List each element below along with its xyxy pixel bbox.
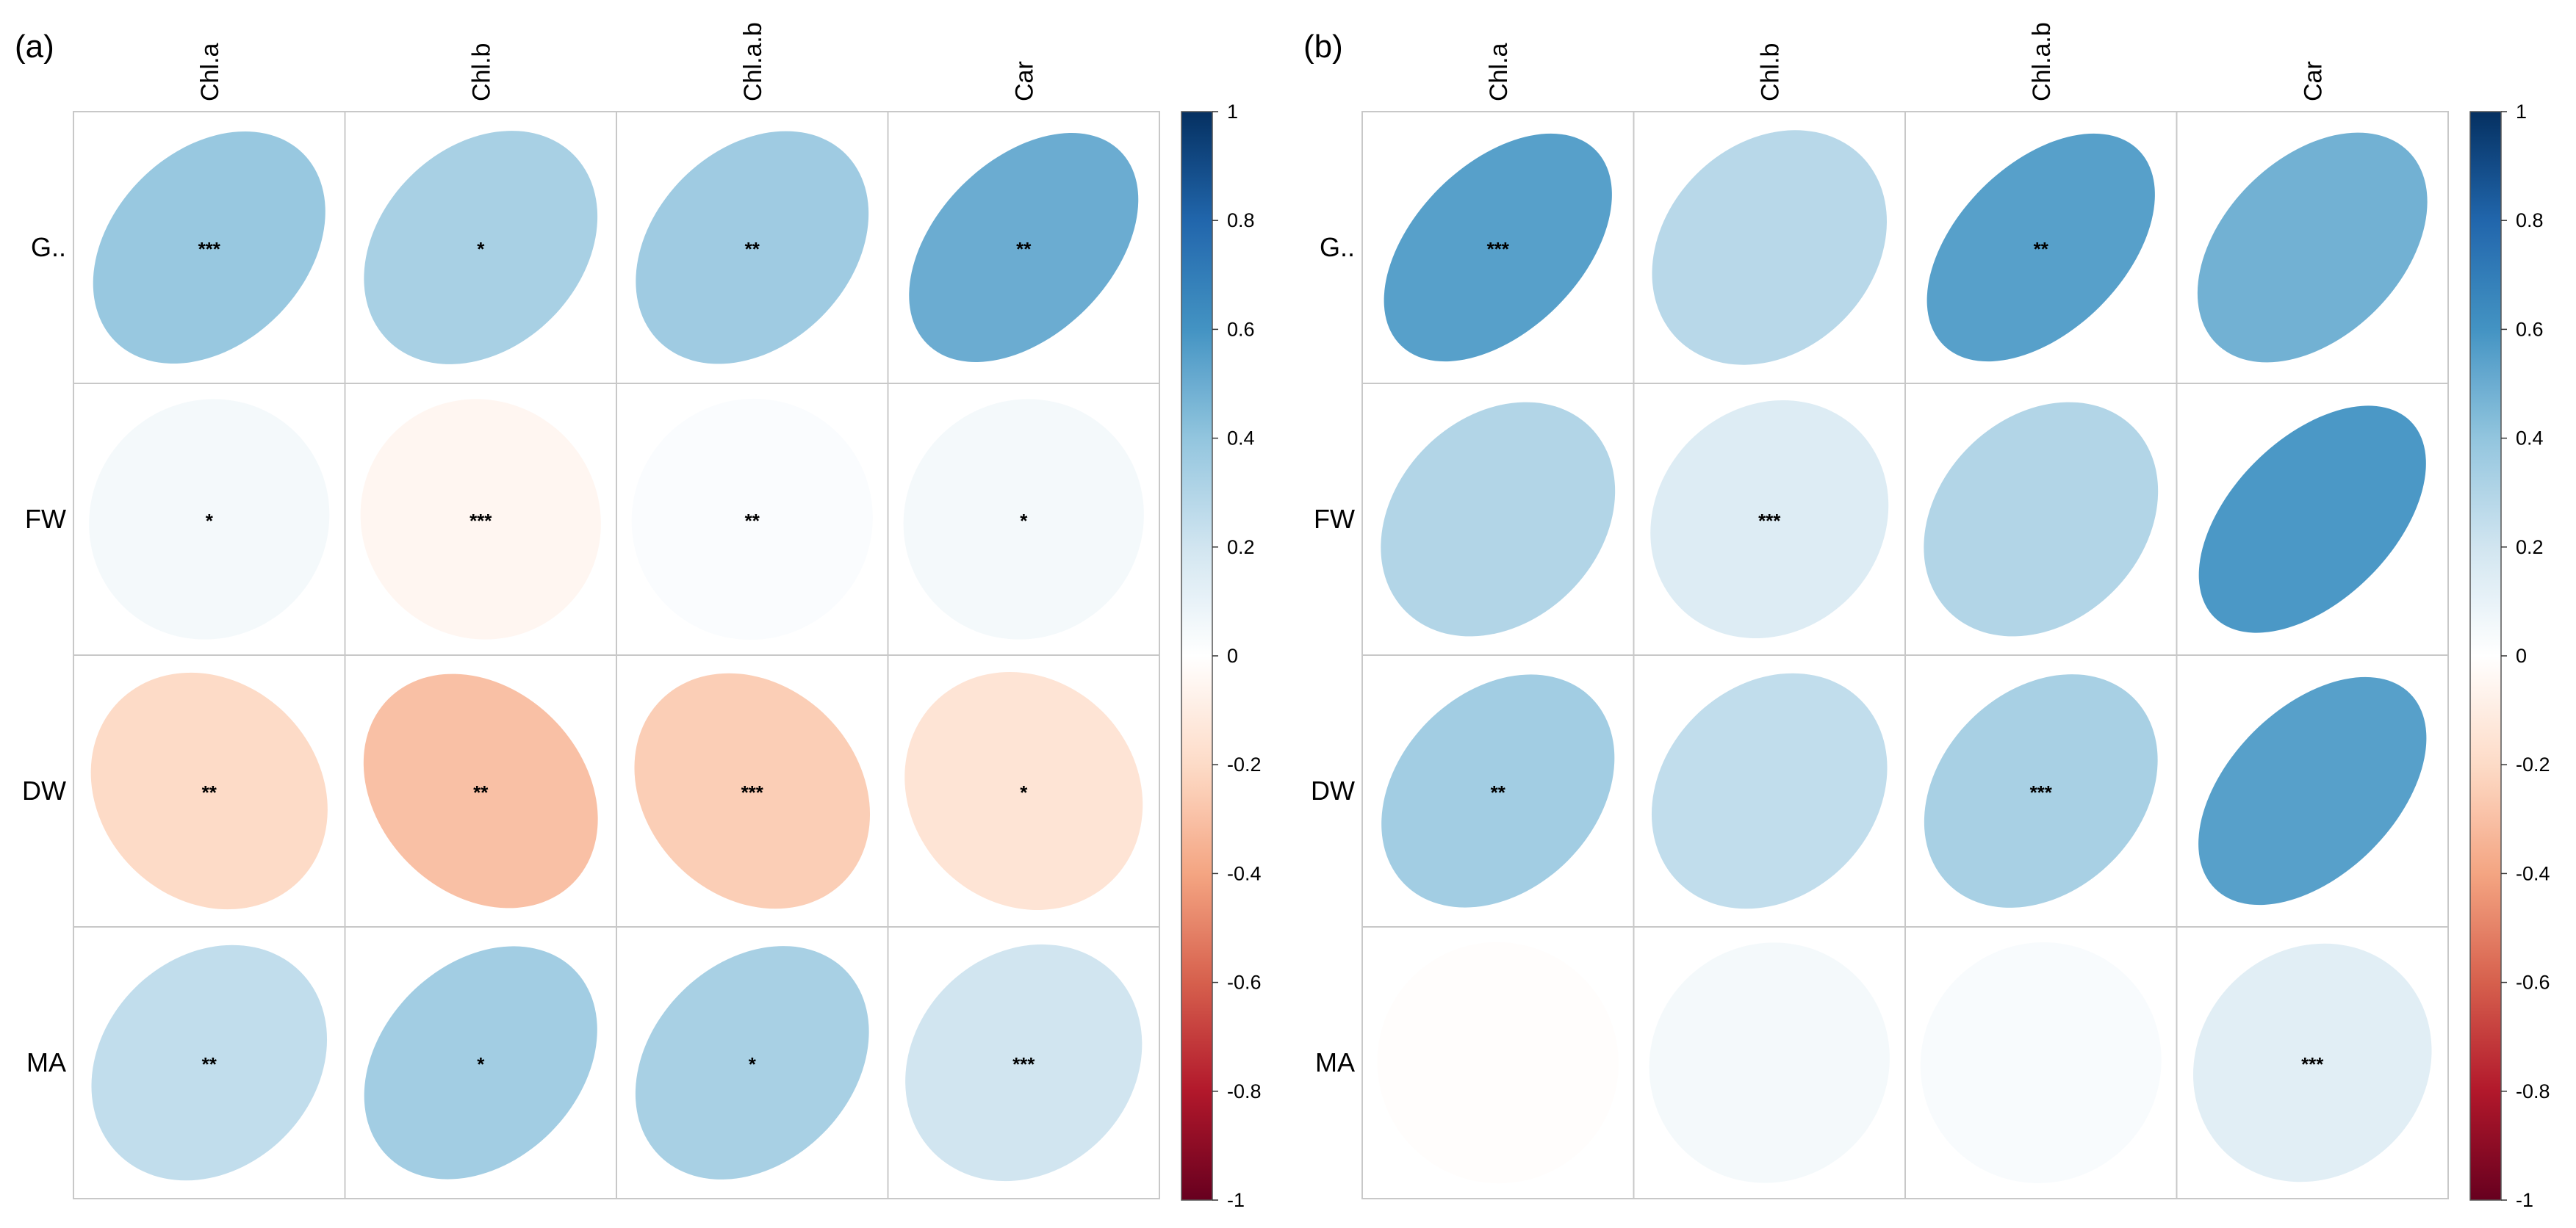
colorbar-tick-label: -0.6 <box>1227 972 1262 994</box>
significance-marker: ** <box>1491 781 1506 803</box>
correlation-ellipse <box>635 946 869 1180</box>
column-label: Chl.a <box>196 43 224 101</box>
colorbar-tick-label: 0 <box>2516 645 2527 667</box>
colorbar-tick-label: -1 <box>1227 1189 1245 1211</box>
colorbar-tick-label: -0.8 <box>2516 1080 2550 1102</box>
row-label: G.. <box>31 232 66 262</box>
correlation-ellipse <box>1924 674 2158 908</box>
correlation-ellipse <box>1649 942 1890 1183</box>
significance-marker: ** <box>745 510 760 532</box>
colorbar <box>2469 111 2502 1201</box>
significance-marker: ** <box>473 781 489 803</box>
panel-label: (a) <box>15 29 54 65</box>
correlation-ellipse <box>631 398 873 640</box>
row-label: MA <box>26 1047 66 1077</box>
significance-marker: * <box>477 238 485 260</box>
correlation-ellipse <box>1650 400 1889 638</box>
significance-marker: *** <box>469 510 492 532</box>
colorbar-tick-label: -0.2 <box>2516 754 2550 776</box>
correlation-ellipse <box>360 399 601 640</box>
significance-marker: * <box>1020 510 1028 532</box>
correlation-ellipse <box>2198 676 2427 906</box>
row-label: DW <box>1311 776 1355 806</box>
significance-marker: ** <box>202 781 217 803</box>
correlation-ellipse <box>1924 402 2159 637</box>
colorbar-tick-label: 1 <box>1227 101 1238 123</box>
correlation-ellipse <box>89 399 330 640</box>
significance-marker: * <box>477 1053 485 1075</box>
row-label: FW <box>1314 504 1355 534</box>
correlation-ellipse <box>905 944 1143 1182</box>
colorbar-tick-label: -0.4 <box>2516 862 2550 884</box>
correlation-ellipse <box>1381 402 1616 637</box>
correlation-ellipse <box>2198 405 2426 633</box>
correlation-ellipse <box>636 131 869 364</box>
significance-marker: * <box>206 510 214 532</box>
significance-marker: * <box>1020 781 1028 803</box>
colorbar-tick-label: -0.8 <box>1227 1080 1262 1102</box>
correlation-ellipse <box>363 673 598 909</box>
significance-marker: *** <box>1487 238 1510 260</box>
correlation-ellipse <box>2192 943 2432 1182</box>
correlation-ellipse <box>1384 133 1612 362</box>
correlation-ellipse <box>2197 132 2428 363</box>
significance-marker: *** <box>198 238 221 260</box>
column-label: Chl.b <box>1756 43 1784 101</box>
correlation-ellipse <box>909 133 1139 362</box>
significance-marker: *** <box>1012 1053 1035 1075</box>
correlation-ellipse <box>634 673 871 909</box>
correlation-ellipse <box>1920 942 2162 1183</box>
panel-label: (b) <box>1303 29 1343 65</box>
correlation-ellipse <box>904 672 1143 910</box>
column-label: Car <box>1010 61 1038 101</box>
row-label: MA <box>1315 1047 1355 1077</box>
colorbar-tick-label: 0.8 <box>1227 209 1255 231</box>
colorbar-tick-label: 0.2 <box>2516 536 2544 558</box>
row-label: G.. <box>1320 232 1355 262</box>
column-label: Chl.a.b <box>2028 22 2056 101</box>
colorbar-tick-label: 1 <box>2516 101 2527 123</box>
significance-marker: ** <box>1016 238 1032 260</box>
correlation-ellipse <box>90 672 328 910</box>
row-label: FW <box>25 504 66 534</box>
correlation-ellipse <box>903 399 1144 640</box>
significance-marker: *** <box>2030 781 2053 803</box>
colorbar-tick-label: 0.8 <box>2516 209 2544 231</box>
colorbar-tick-label: 0.2 <box>1227 536 1255 558</box>
correlation-ellipse <box>364 131 598 364</box>
correlation-ellipse <box>1377 942 1619 1184</box>
correlation-ellipse <box>1652 130 1888 365</box>
column-label: Chl.a <box>1485 43 1513 101</box>
significance-marker: ** <box>202 1053 217 1075</box>
correlation-ellipse <box>91 945 328 1181</box>
correlation-ellipse <box>1381 674 1615 908</box>
significance-marker: *** <box>741 781 764 803</box>
correlation-ellipse <box>1651 673 1888 909</box>
row-label: DW <box>22 776 66 806</box>
colorbar-tick-label: 0.6 <box>1227 318 1255 340</box>
colorbar-tick-label: 0 <box>1227 645 1238 667</box>
colorbar-tick-label: -0.4 <box>1227 862 1262 884</box>
colorbar-tick-label: -0.6 <box>2516 972 2550 994</box>
column-label: Car <box>2299 61 2327 101</box>
correlation-ellipse <box>364 946 597 1180</box>
colorbar <box>1181 111 1213 1201</box>
column-label: Chl.a.b <box>739 22 767 101</box>
correlation-ellipse <box>1926 133 2155 362</box>
significance-marker: ** <box>745 238 760 260</box>
significance-marker: *** <box>2301 1053 2324 1075</box>
column-label: Chl.b <box>467 43 495 101</box>
significance-marker: *** <box>1758 510 1781 532</box>
colorbar-tick-label: 0.4 <box>1227 427 1255 449</box>
significance-marker: ** <box>2034 238 2049 260</box>
colorbar-tick-label: 0.4 <box>2516 427 2544 449</box>
significance-marker: * <box>749 1053 757 1075</box>
colorbar-tick-label: 0.6 <box>2516 318 2544 340</box>
colorbar-tick-label: -1 <box>2516 1189 2533 1211</box>
colorbar-tick-label: -0.2 <box>1227 754 1262 776</box>
correlation-ellipse <box>93 131 325 364</box>
